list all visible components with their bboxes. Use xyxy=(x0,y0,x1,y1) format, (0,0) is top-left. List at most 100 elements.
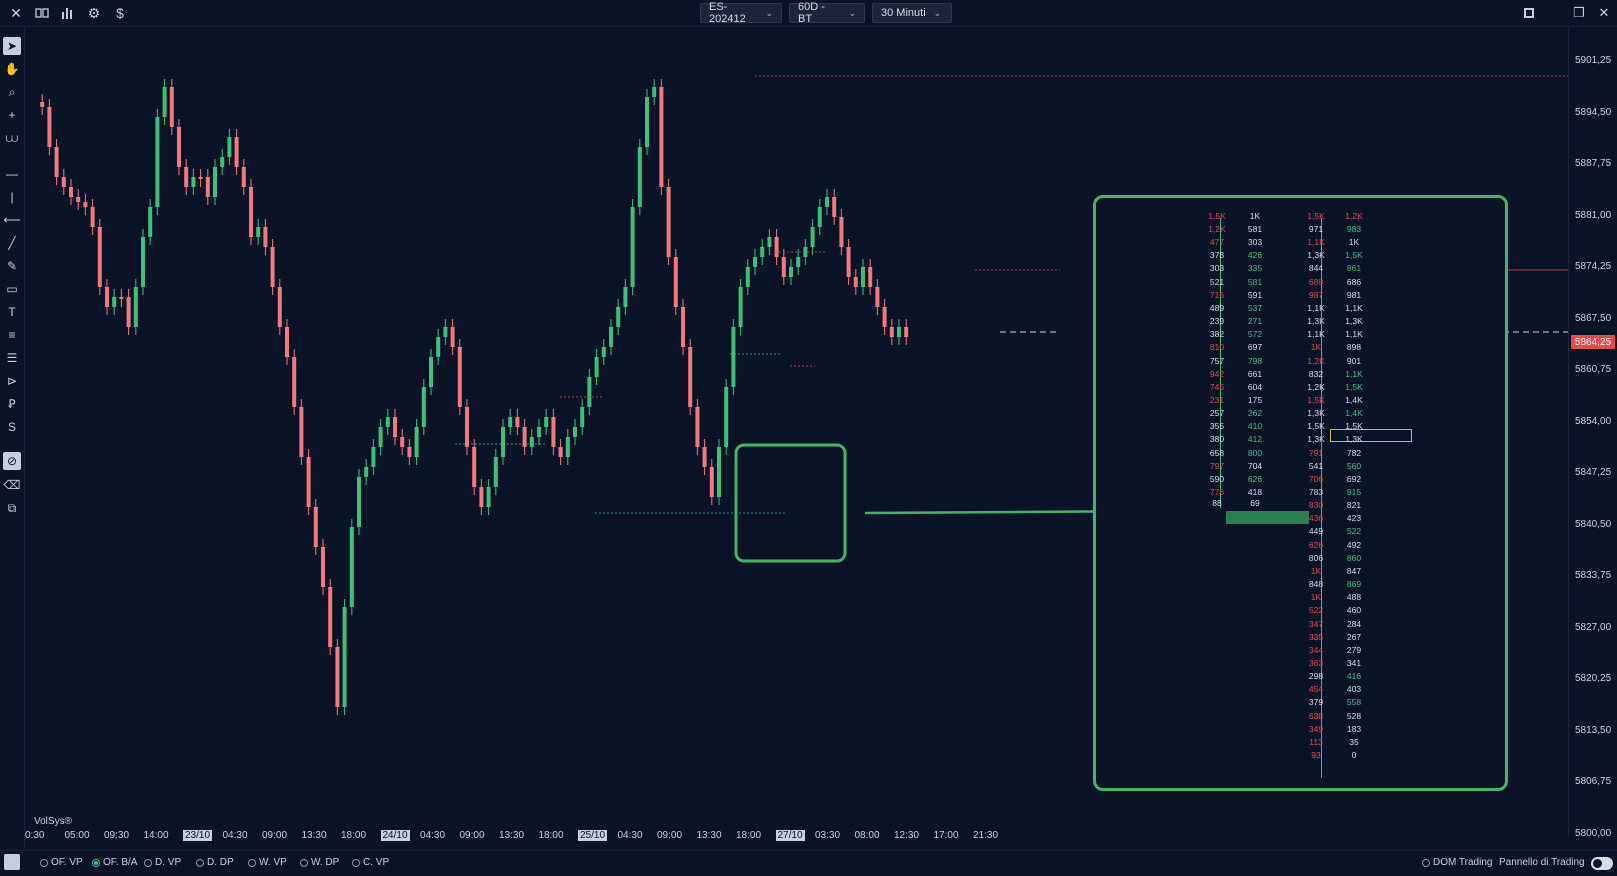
dom-cell: 403 xyxy=(1346,684,1362,695)
bar-chart-icon[interactable] xyxy=(58,3,78,23)
dom-cell: 267 xyxy=(1346,631,1362,642)
cursor-icon[interactable]: ➤ xyxy=(3,37,21,55)
hand-icon[interactable]: ✋ xyxy=(4,62,20,76)
fullscreen-icon[interactable] xyxy=(1520,4,1538,22)
candle-body xyxy=(378,427,383,447)
candle-body xyxy=(465,407,469,447)
timeframe-select[interactable]: 60D - BT ⌄ xyxy=(789,1,865,25)
interval-select[interactable]: 30 Minuti ⌄ xyxy=(872,3,952,23)
dom-cell: 1,1K xyxy=(1307,329,1325,340)
price-axis[interactable]: 5901,25 5894,50 5887,75 5881,00 5874,25 5867,… xyxy=(1568,27,1617,839)
time-tick-label: 14:00 xyxy=(143,830,169,841)
layers-icon[interactable]: ⧉ xyxy=(7,500,17,515)
dom-cell: 303 xyxy=(1209,263,1225,274)
dom-cell: 378 xyxy=(1209,250,1225,261)
dom-cell: 1,3K xyxy=(1307,250,1325,261)
time-tick-label: 18:00 xyxy=(341,830,367,841)
view-option[interactable]: D. VP xyxy=(144,857,181,868)
candle-body xyxy=(328,587,333,647)
levels-icon[interactable]: ☰ xyxy=(6,351,18,365)
price-tick-label: 5881,00 xyxy=(1575,209,1612,221)
close-window-icon[interactable]: ✕ xyxy=(1598,5,1610,20)
dom-cell: 1,1K xyxy=(1307,237,1325,248)
top-toolbar: ✕ ⚙ $ ES-202412 ⌄ 60D - BT ⌄ 30 Minuti ⌄… xyxy=(0,0,1617,27)
candle-body xyxy=(349,527,354,607)
dom-cell: 271 xyxy=(1247,316,1263,327)
layout-icon[interactable] xyxy=(32,3,52,23)
view-option[interactable]: C. VP xyxy=(352,857,389,868)
trading-panel-toggle[interactable] xyxy=(1591,857,1613,870)
candle-body xyxy=(551,417,556,447)
rectangle-icon[interactable]: ▭ xyxy=(6,282,18,296)
list-icon[interactable]: ≡ xyxy=(8,328,16,342)
candlestick-chart[interactable] xyxy=(25,27,1568,837)
view-option-label: OF. B/A xyxy=(103,857,138,868)
timeframe-label: 60D - BT xyxy=(798,1,825,25)
dom-cell: 590 xyxy=(1209,473,1225,484)
dollar-icon[interactable]: $ xyxy=(116,5,124,21)
gear-icon[interactable]: ⚙ xyxy=(87,4,101,21)
dom-cell: 35 xyxy=(1349,736,1359,747)
dom-cell: 423 xyxy=(1346,513,1362,524)
panel-icon[interactable] xyxy=(4,854,20,870)
eraser-icon[interactable]: ⌫ xyxy=(3,478,21,492)
zoom-icon[interactable]: ⌕ xyxy=(8,84,16,99)
view-option[interactable]: OF. B/A xyxy=(92,857,137,868)
restore-window-icon[interactable]: ❐ xyxy=(1573,5,1585,20)
brush-icon[interactable]: ✎ xyxy=(6,259,18,273)
candle-body xyxy=(177,127,181,167)
view-option[interactable]: W. VP xyxy=(248,857,287,868)
dom-cell: 1,5K xyxy=(1307,421,1325,432)
dom-cell: 1,3K xyxy=(1345,316,1363,327)
view-option[interactable]: D. DP xyxy=(196,857,234,868)
candle-body xyxy=(882,307,887,327)
view-option[interactable]: W. DP xyxy=(300,857,339,868)
vertical-line-icon[interactable]: | xyxy=(10,190,14,204)
dom-cell: 537 xyxy=(1247,302,1263,313)
candle-body xyxy=(285,327,289,357)
dom-cell: 798 xyxy=(1247,355,1263,366)
time-axis[interactable]: 0:30 05:00 09:30 14:00 23/10 04:30 09:00 13:30 1… xyxy=(25,828,1088,844)
time-tick-label: 08:00 xyxy=(854,830,880,841)
dom-current-row xyxy=(1330,429,1412,442)
dom-cell: 69 xyxy=(1250,498,1260,508)
candle-body xyxy=(817,207,822,227)
link-icon[interactable]: ⊘ xyxy=(3,452,21,470)
settings-search-icon[interactable]: S xyxy=(7,420,16,434)
radio-icon xyxy=(92,858,100,867)
candle-body xyxy=(213,167,217,197)
interval-label: 30 Minuti xyxy=(881,7,926,19)
candle-body xyxy=(393,417,397,437)
candle-body xyxy=(321,547,325,587)
candle-body xyxy=(904,327,909,337)
dom-cell: 1,5K xyxy=(1345,421,1363,432)
horizontal-line-icon[interactable]: — xyxy=(6,167,18,181)
fib-search-icon[interactable]: Ꝑ xyxy=(8,397,16,411)
crosshair-icon[interactable]: + xyxy=(8,108,16,122)
trend-line-icon[interactable]: ╱ xyxy=(8,236,16,250)
dom-cell: 257 xyxy=(1209,408,1225,419)
price-tick-label: 5847,25 xyxy=(1575,467,1612,478)
candle-body xyxy=(400,437,405,447)
symbol-select[interactable]: ES-202412 ⌄ xyxy=(700,1,782,25)
time-tick-label: 09:00 xyxy=(657,830,683,841)
fib-icon[interactable]: ⊳ xyxy=(6,374,18,388)
dom-cell: 418 xyxy=(1247,487,1263,497)
text-icon[interactable]: T xyxy=(8,305,16,319)
dom-cell: 1,1K xyxy=(1345,368,1363,379)
view-option-label: OF. VP xyxy=(51,857,83,868)
dom-trading-option[interactable]: DOM Trading xyxy=(1422,857,1492,868)
view-option[interactable]: OF. VP xyxy=(40,857,83,868)
dom-cell: 454 xyxy=(1308,684,1324,695)
dom-cell: 983 xyxy=(1346,224,1362,234)
close-icon[interactable]: ✕ xyxy=(10,4,22,21)
candle-body xyxy=(645,97,649,147)
candle-body xyxy=(796,257,801,267)
dom-cell: 821 xyxy=(1346,500,1362,511)
ray-icon[interactable]: ⟵ xyxy=(3,213,21,227)
dom-cell: 1K xyxy=(1310,592,1322,603)
candle-body xyxy=(724,387,729,447)
time-tick-label: 25/10 xyxy=(578,830,608,841)
dom-cell: 861 xyxy=(1346,263,1362,274)
magnet-icon[interactable]: ⩊ xyxy=(5,130,19,145)
